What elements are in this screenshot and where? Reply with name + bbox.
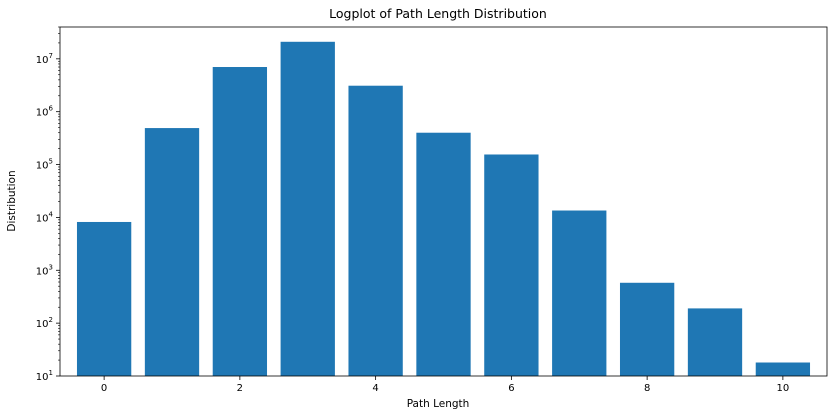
y-tick-label: 102 xyxy=(36,316,53,330)
y-tick-label: 103 xyxy=(36,263,53,277)
x-tick-label: 4 xyxy=(372,383,378,394)
chart-title: Logplot of Path Length Distribution xyxy=(329,6,547,21)
bar-path-length-6 xyxy=(484,154,539,376)
y-tick-label: 107 xyxy=(36,52,53,66)
bar-path-length-9 xyxy=(687,308,743,376)
x-tick-label: 8 xyxy=(644,383,650,394)
x-tick-label: 0 xyxy=(101,383,107,394)
y-tick-label: 106 xyxy=(36,105,54,119)
bar-path-length-8 xyxy=(619,282,675,376)
bar-path-length-5 xyxy=(416,132,471,376)
x-tick-label: 6 xyxy=(508,383,514,394)
y-axis-ticks: 101 102 103 104 105 106 107 xyxy=(36,52,60,383)
x-tick-label: 10 xyxy=(777,383,790,394)
y-axis-label: Distribution xyxy=(6,170,18,231)
bar-path-length-1 xyxy=(144,128,200,376)
plot-frame xyxy=(59,26,828,377)
x-tick-label: 2 xyxy=(237,383,243,394)
y-tick-label: 105 xyxy=(36,158,53,172)
y-tick-label: 101 xyxy=(36,369,53,383)
y-tick-label: 104 xyxy=(36,210,54,224)
x-axis-ticks: 0 2 4 6 8 10 xyxy=(101,376,789,394)
bar-path-length-10 xyxy=(755,362,811,376)
bar-path-length-3 xyxy=(280,41,335,376)
bar-path-length-7 xyxy=(552,210,607,376)
x-axis-label: Path Length xyxy=(407,398,470,410)
bars xyxy=(76,41,811,377)
bar-path-length-2 xyxy=(212,67,268,376)
bar-path-length-4 xyxy=(348,85,403,377)
bar-path-length-0 xyxy=(76,221,132,376)
